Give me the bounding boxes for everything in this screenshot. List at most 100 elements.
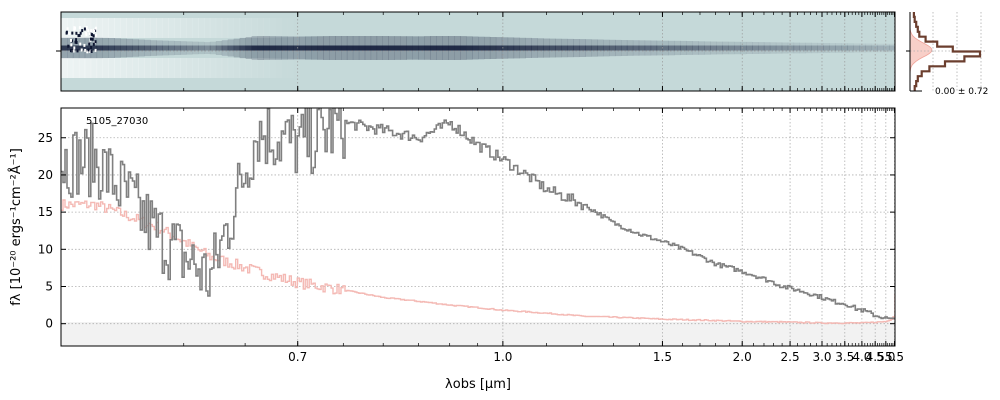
- trace-halo: [215, 58, 223, 78]
- trace-halo: [186, 58, 193, 78]
- trace-core: [489, 45, 497, 51]
- trace-core: [543, 45, 550, 51]
- trace-core: [424, 45, 431, 51]
- trace-core: [561, 45, 568, 51]
- trace-core: [352, 45, 360, 51]
- trace-column: [722, 41, 729, 55]
- spectrum-2d-frame: [60, 11, 896, 92]
- trace-core: [388, 45, 395, 51]
- trace-halo: [198, 58, 205, 78]
- trace-core: [650, 45, 658, 51]
- profile-panel: 0.00 ± 0.72: [906, 12, 988, 97]
- trace-column: [692, 41, 699, 55]
- x-tick-label: 4.5: [866, 350, 885, 364]
- trace-noise: [92, 34, 95, 38]
- trace-halo: [239, 58, 246, 78]
- trace-core: [740, 45, 747, 51]
- trace-noise: [74, 26, 76, 30]
- trace-column: [835, 43, 842, 53]
- trace-core: [787, 45, 795, 51]
- x-tick-label: 5.5: [885, 350, 904, 364]
- trace-core: [329, 45, 336, 51]
- trace-halo: [156, 58, 163, 78]
- trace-column: [209, 41, 217, 55]
- trace-halo: [150, 18, 157, 38]
- trace-column: [186, 41, 193, 55]
- trace-halo: [96, 18, 103, 38]
- trace-core: [877, 45, 884, 51]
- trace-noise: [92, 42, 95, 46]
- trace-core: [198, 45, 205, 51]
- trace-core: [400, 45, 407, 51]
- trace-core: [156, 45, 163, 51]
- object-label: 5105_27030: [86, 116, 148, 127]
- trace-noise: [85, 33, 88, 37]
- trace-halo: [114, 58, 121, 78]
- trace-core: [78, 45, 86, 51]
- trace-halo: [269, 58, 276, 78]
- trace-core: [889, 45, 896, 51]
- trace-halo: [263, 58, 270, 78]
- trace-core: [120, 45, 127, 51]
- trace-halo: [162, 18, 169, 38]
- trace-noise: [87, 48, 90, 52]
- trace-core: [114, 45, 121, 51]
- trace-halo: [239, 18, 246, 38]
- spectrum-1d-panel: 0.7 1.0 1.5 2.0 2.5 3.0 3.54.04.55.05.5 0 5 10 15 2…: [38, 107, 904, 364]
- trace-core: [67, 45, 74, 51]
- trace-halo: [156, 18, 163, 38]
- trace-noise: [75, 38, 78, 42]
- trace-column: [710, 41, 717, 55]
- trace-halo: [198, 18, 205, 38]
- trace-halo: [138, 18, 145, 38]
- trace-noise: [94, 33, 97, 37]
- trace-halo: [275, 18, 282, 38]
- trace-core: [293, 45, 300, 51]
- trace-column: [668, 40, 675, 56]
- trace-core: [430, 45, 437, 51]
- trace-core: [853, 45, 860, 51]
- trace-halo: [108, 18, 115, 38]
- trace-column: [805, 42, 812, 54]
- trace-halo: [257, 58, 264, 78]
- trace-core: [239, 45, 246, 51]
- trace-halo: [126, 18, 133, 38]
- trace-halo: [275, 58, 282, 78]
- trace-core: [311, 45, 318, 51]
- trace-core: [144, 45, 151, 51]
- trace-noise: [94, 48, 97, 52]
- trace-halo: [61, 18, 68, 38]
- trace-halo: [108, 58, 115, 78]
- spectrum-2d-background: [61, 12, 895, 91]
- trace-core: [698, 45, 705, 51]
- trace-noise: [68, 32, 71, 35]
- trace-halo: [245, 58, 252, 78]
- trace-noise: [78, 26, 81, 30]
- spectrum-1d-frame: [60, 107, 896, 347]
- trace-column: [883, 43, 890, 53]
- trace-noise: [90, 46, 93, 49]
- trace-core: [728, 45, 735, 51]
- trace-halo: [126, 58, 133, 78]
- trace-core: [227, 45, 235, 51]
- trace-core: [269, 45, 276, 51]
- trace-halo: [84, 58, 92, 78]
- trace-core: [215, 45, 223, 51]
- spectrum-1d-ticks: 0.7 1.0 1.5 2.0 2.5 3.0 3.54.04.55.05.5 0 5 10 15 2…: [38, 108, 904, 364]
- trace-core: [436, 45, 443, 51]
- trace-column: [799, 42, 806, 54]
- trace-halo: [72, 18, 80, 38]
- trace-halo: [90, 58, 98, 78]
- trace-core: [180, 45, 187, 51]
- trace-column: [823, 43, 830, 53]
- trace-core: [138, 45, 145, 51]
- trace-core: [126, 45, 133, 51]
- trace-core: [746, 45, 753, 51]
- trace-core: [662, 45, 669, 51]
- profile-histogram: [912, 12, 982, 91]
- trace-core: [883, 45, 890, 51]
- trace-core: [603, 45, 610, 51]
- trace-noise: [70, 43, 73, 47]
- trace-halo: [221, 58, 229, 78]
